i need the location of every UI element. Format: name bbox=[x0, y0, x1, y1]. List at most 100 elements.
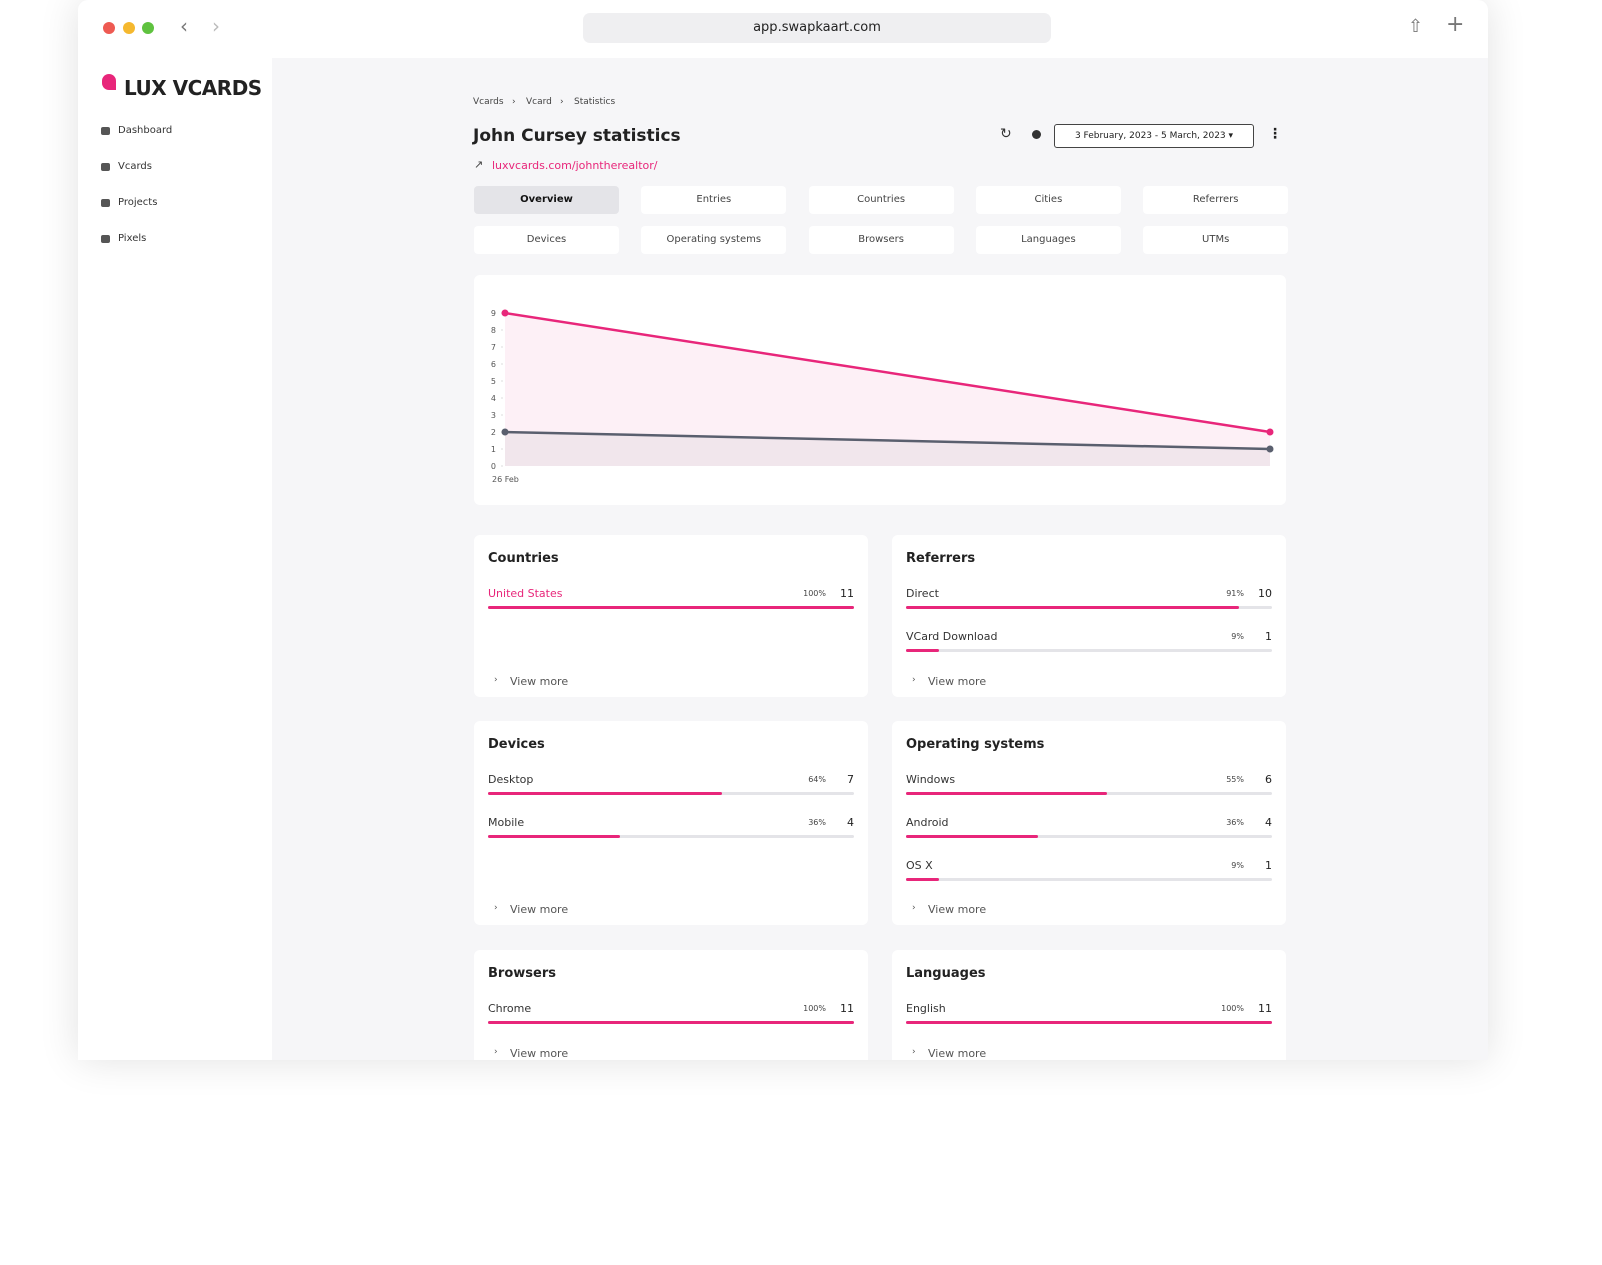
line bbox=[504, 311, 1271, 434]
line bbox=[504, 430, 1271, 451]
item-count: 4 bbox=[1265, 816, 1272, 829]
breadcrumb-item[interactable]: Vcard bbox=[526, 97, 552, 107]
view-more-arrow: › bbox=[494, 903, 498, 913]
share-bar bbox=[906, 835, 1038, 838]
view-more[interactable]: View more bbox=[510, 903, 569, 916]
close-button[interactable] bbox=[103, 22, 115, 34]
item-share: 9% bbox=[1231, 861, 1244, 870]
forward-button[interactable]: › bbox=[212, 14, 220, 38]
y-tick-label: 0 bbox=[491, 462, 496, 471]
nav-item[interactable]: Vcards bbox=[118, 161, 152, 172]
nav-item[interactable]: Dashboard bbox=[118, 125, 173, 136]
share-track bbox=[488, 606, 854, 609]
item-name: English bbox=[906, 1002, 946, 1015]
item-name: Chrome bbox=[488, 1002, 532, 1015]
share-track bbox=[906, 649, 1272, 652]
item-name: Windows bbox=[906, 773, 956, 786]
back-button[interactable]: ‹ bbox=[180, 14, 188, 38]
share-bar bbox=[906, 1021, 1272, 1024]
view-more[interactable]: View more bbox=[928, 1047, 987, 1060]
item-name: Mobile bbox=[488, 816, 525, 829]
minimize-button[interactable] bbox=[123, 22, 135, 34]
item-share: 100% bbox=[803, 1004, 826, 1013]
item-share: 36% bbox=[1226, 818, 1244, 827]
breadcrumb-item[interactable]: Vcards bbox=[473, 97, 504, 107]
item-share: 100% bbox=[803, 589, 826, 598]
view-more[interactable]: View more bbox=[928, 675, 987, 688]
share-bar bbox=[488, 835, 620, 838]
view-more[interactable]: View more bbox=[510, 675, 569, 688]
breadcrumb-item[interactable]: Statistics bbox=[574, 97, 616, 107]
share-button[interactable]: ⇧ bbox=[1408, 16, 1424, 37]
item-name: Android bbox=[906, 816, 949, 829]
tab[interactable]: Referrers bbox=[1143, 186, 1289, 214]
y-tick-label: 1 bbox=[491, 445, 496, 454]
url: app.swapkaart.com bbox=[753, 20, 881, 35]
share-bar bbox=[906, 606, 1240, 609]
panel: Devices Desktop 64% 7 Mobile 36% 4 › View more bbox=[474, 721, 868, 925]
view-more-arrow: › bbox=[494, 1047, 498, 1057]
new-tab-button[interactable]: + bbox=[1446, 12, 1465, 37]
tab[interactable]: Languages bbox=[975, 226, 1121, 254]
share-track bbox=[906, 1021, 1272, 1024]
panel: Countries United States 100% 11 › View more bbox=[474, 535, 868, 697]
link-icon: ↗ bbox=[474, 158, 484, 171]
tab[interactable]: Operating systems bbox=[641, 226, 787, 254]
panel-title: Browsers bbox=[488, 966, 556, 981]
item-count: 1 bbox=[1265, 859, 1272, 872]
view-more-arrow: › bbox=[912, 675, 916, 685]
share-track bbox=[488, 1021, 854, 1024]
point bbox=[1266, 428, 1274, 436]
view-more[interactable]: View more bbox=[510, 1047, 569, 1060]
browser-toolbar: ‹ › app.swapkaart.com ⇧ + bbox=[78, 0, 1488, 58]
share-track bbox=[906, 878, 1272, 881]
item-share: 64% bbox=[808, 775, 826, 784]
share-track bbox=[906, 835, 1272, 838]
date-range-picker[interactable]: 3 February, 2023 - 5 March, 2023 ▾ bbox=[1054, 124, 1254, 148]
more-button[interactable]: ⋮ bbox=[1268, 126, 1282, 142]
settings-button[interactable] bbox=[1032, 130, 1041, 139]
x-tick-label: 26 Feb bbox=[492, 475, 519, 484]
tab[interactable]: Devices bbox=[474, 226, 619, 254]
nav-icon bbox=[101, 235, 110, 243]
view-more[interactable]: View more bbox=[928, 903, 987, 916]
item-name: United States bbox=[488, 587, 563, 600]
item-count: 4 bbox=[847, 816, 854, 829]
item-share: 55% bbox=[1226, 775, 1244, 784]
view-more-arrow: › bbox=[494, 675, 498, 685]
y-tick-label: 2 bbox=[491, 428, 496, 437]
tab[interactable]: UTMs bbox=[1143, 226, 1289, 254]
share-track bbox=[906, 606, 1272, 609]
date-range: 3 February, 2023 - 5 March, 2023 bbox=[1074, 131, 1226, 141]
panel-title: Referrers bbox=[906, 551, 976, 566]
nav-item[interactable]: Pixels bbox=[118, 233, 147, 244]
nav-item[interactable]: Projects bbox=[118, 197, 158, 208]
maximize-button[interactable] bbox=[142, 22, 154, 34]
logo[interactable]: LUX VCARDS bbox=[124, 76, 262, 100]
item-count: 7 bbox=[847, 773, 854, 786]
tab[interactable]: Entries bbox=[641, 186, 787, 214]
y-tick-label: 5 bbox=[491, 377, 496, 386]
address-bar[interactable]: app.swapkaart.com bbox=[583, 13, 1051, 43]
tab[interactable]: Overview bbox=[474, 186, 619, 214]
sidebar: LUX VCARDS Dashboard Vcards Projects Pixels bbox=[78, 58, 272, 1060]
tab[interactable]: Browsers bbox=[808, 226, 954, 254]
item-share: 91% bbox=[1226, 589, 1244, 598]
share-bar bbox=[488, 792, 723, 795]
point bbox=[501, 309, 509, 317]
chart-card: 0 1 2 3 4 5 6 7 8 9 26 Feb bbox=[474, 275, 1286, 505]
vcard-link[interactable]: luxvcards.com/johntherealtor/ bbox=[492, 159, 658, 172]
item-share: 9% bbox=[1231, 632, 1244, 641]
panel-title: Languages bbox=[906, 966, 986, 981]
refresh-button[interactable]: ↻ bbox=[1000, 126, 1012, 142]
tab[interactable]: Cities bbox=[975, 186, 1121, 214]
item-name: VCard Download bbox=[906, 630, 998, 643]
item-count: 11 bbox=[840, 1002, 854, 1015]
share-track bbox=[906, 792, 1272, 795]
view-more-arrow: › bbox=[912, 1047, 916, 1057]
browser-window: ‹ › app.swapkaart.com ⇧ + LUX VCARDS Das… bbox=[78, 0, 1488, 1060]
share-bar bbox=[906, 792, 1108, 795]
tab[interactable]: Countries bbox=[808, 186, 954, 214]
panel-title: Operating systems bbox=[906, 737, 1045, 752]
